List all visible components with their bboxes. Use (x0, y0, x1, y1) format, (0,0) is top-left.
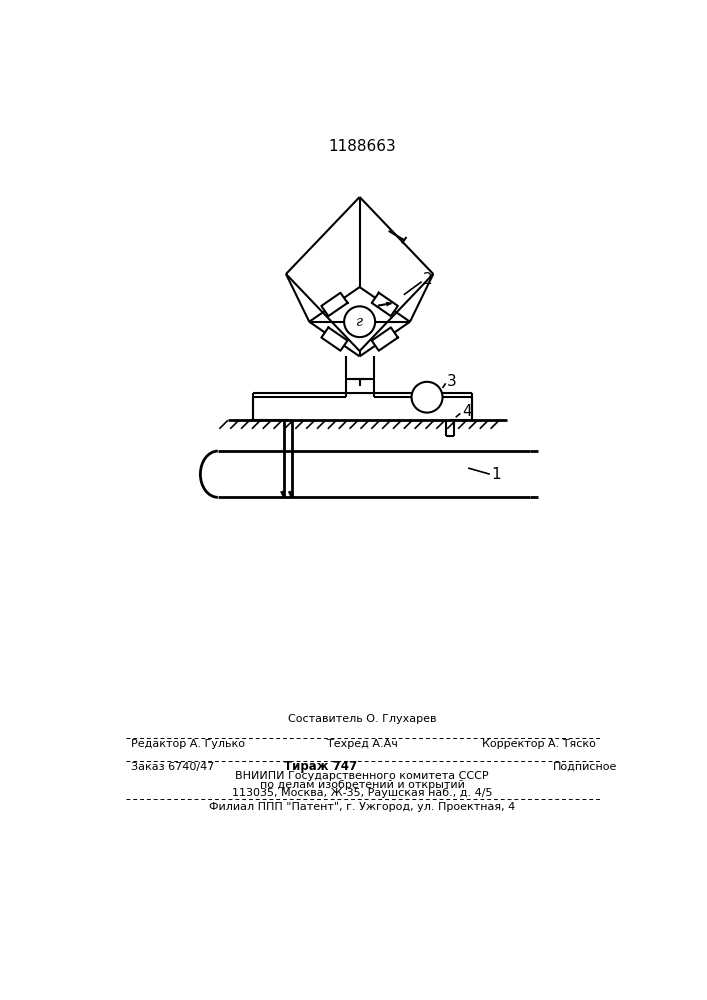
Text: Заказ 6740/47: Заказ 6740/47 (131, 762, 214, 772)
Text: Подписное: Подписное (554, 762, 618, 772)
Text: г: г (356, 315, 363, 329)
Text: Филиал ППП "Патент", г. Ужгород, ул. Проектная, 4: Филиал ППП "Патент", г. Ужгород, ул. Про… (209, 802, 515, 812)
Text: Тираж 747: Тираж 747 (284, 760, 358, 773)
Circle shape (411, 382, 443, 413)
Text: 4: 4 (462, 404, 472, 419)
Text: ВНИИПИ Государственного комитета СССР: ВНИИПИ Государственного комитета СССР (235, 771, 489, 781)
Text: Редактор А. Гулько: Редактор А. Гулько (131, 739, 245, 749)
Circle shape (344, 306, 375, 337)
Text: Корректор А. Тяско: Корректор А. Тяско (482, 739, 596, 749)
Text: 2: 2 (423, 272, 433, 287)
Text: 113035, Москва, Ж-35, Раушская наб., д. 4/5: 113035, Москва, Ж-35, Раушская наб., д. … (232, 788, 492, 798)
Text: Составитель О. Глухарев: Составитель О. Глухарев (288, 714, 436, 724)
Text: 1188663: 1188663 (328, 139, 396, 154)
Text: Техред А.Ач: Техред А.Ач (327, 739, 397, 749)
Text: по делам изобретений и открытий: по делам изобретений и открытий (259, 780, 464, 790)
Text: 1: 1 (491, 467, 501, 482)
Text: 3: 3 (448, 374, 457, 389)
